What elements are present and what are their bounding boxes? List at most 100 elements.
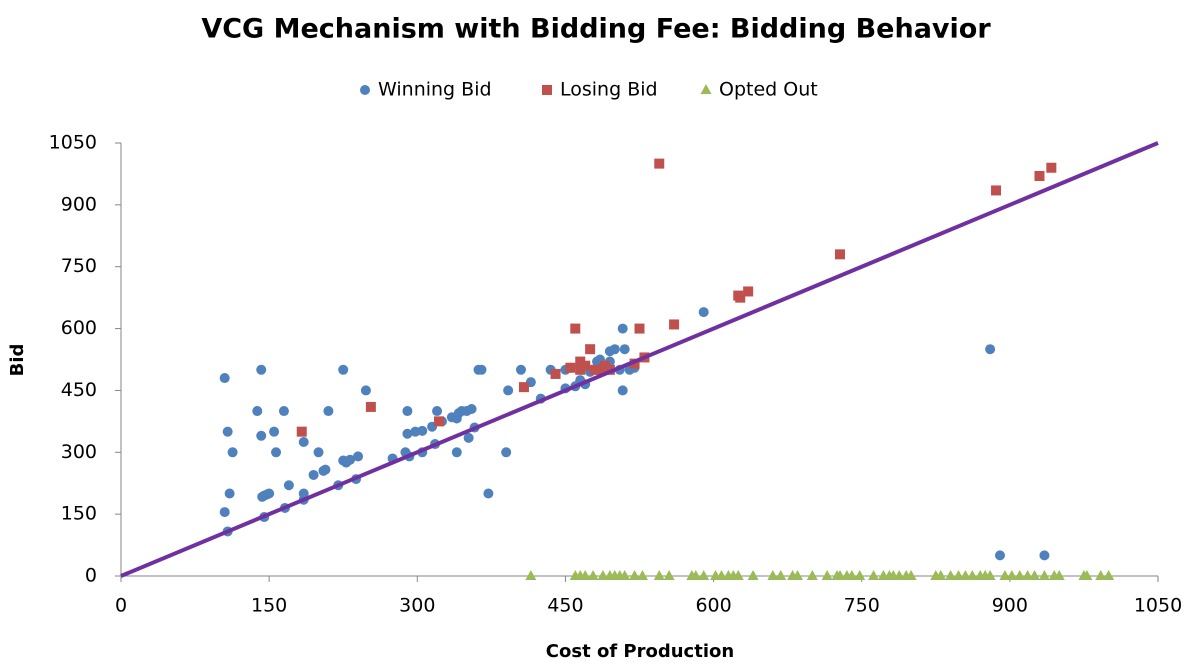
point bbox=[264, 488, 275, 499]
point bbox=[1014, 570, 1026, 580]
point bbox=[518, 382, 529, 393]
point bbox=[451, 447, 462, 458]
point bbox=[834, 570, 846, 580]
point bbox=[690, 570, 702, 580]
point bbox=[991, 185, 1002, 196]
point bbox=[747, 570, 759, 580]
y-tick-label: 1050 bbox=[49, 132, 97, 154]
point bbox=[1095, 570, 1107, 580]
point bbox=[966, 570, 978, 580]
point bbox=[1038, 570, 1050, 580]
legend-marker bbox=[542, 85, 552, 95]
point bbox=[463, 432, 474, 443]
point bbox=[256, 364, 267, 375]
point bbox=[365, 401, 376, 412]
point bbox=[224, 488, 235, 499]
point bbox=[953, 570, 965, 580]
legend-marker bbox=[700, 84, 712, 94]
point bbox=[617, 323, 628, 334]
legend-marker bbox=[360, 85, 370, 95]
point bbox=[313, 447, 324, 458]
point bbox=[550, 368, 561, 379]
x-tick-label: 600 bbox=[695, 595, 731, 617]
point bbox=[503, 385, 514, 396]
x-tick-label: 450 bbox=[547, 595, 583, 617]
point bbox=[767, 570, 779, 580]
point bbox=[338, 364, 349, 375]
point bbox=[579, 570, 591, 580]
point bbox=[219, 507, 230, 518]
legend-label: Losing Bid bbox=[560, 79, 658, 101]
point bbox=[483, 488, 494, 499]
point bbox=[854, 570, 866, 580]
point bbox=[345, 454, 356, 465]
point bbox=[308, 469, 319, 480]
point bbox=[743, 286, 754, 297]
point bbox=[821, 570, 833, 580]
point bbox=[846, 570, 858, 580]
point bbox=[1103, 570, 1115, 580]
x-tick-label: 300 bbox=[399, 595, 435, 617]
point bbox=[296, 426, 307, 437]
point bbox=[278, 406, 289, 417]
point bbox=[994, 550, 1005, 561]
point bbox=[298, 436, 309, 447]
point bbox=[269, 426, 280, 437]
point bbox=[1039, 550, 1050, 561]
x-tick-label: 750 bbox=[844, 595, 880, 617]
reference-line bbox=[120, 141, 1159, 578]
point bbox=[402, 406, 413, 417]
point bbox=[945, 570, 957, 580]
point bbox=[565, 362, 576, 373]
point bbox=[580, 360, 591, 371]
point bbox=[775, 570, 787, 580]
point bbox=[619, 570, 631, 580]
point bbox=[999, 570, 1011, 580]
point bbox=[905, 570, 917, 580]
point bbox=[732, 570, 744, 580]
legend-label: Opted Out bbox=[719, 79, 818, 101]
y-tick-label: 900 bbox=[61, 193, 97, 215]
point bbox=[959, 570, 971, 580]
point bbox=[466, 403, 477, 414]
point bbox=[1034, 170, 1045, 181]
point bbox=[985, 344, 996, 355]
point bbox=[1046, 162, 1057, 173]
x-axis-label: Cost of Production bbox=[546, 641, 734, 662]
point bbox=[434, 416, 445, 427]
point bbox=[1081, 570, 1093, 580]
chart-title: VCG Mechanism with Bidding Fee: Bidding … bbox=[201, 14, 991, 45]
point bbox=[597, 570, 609, 580]
point bbox=[698, 307, 709, 318]
x-tick-label: 900 bbox=[992, 595, 1028, 617]
point bbox=[585, 344, 596, 355]
point bbox=[501, 447, 512, 458]
point bbox=[984, 570, 996, 580]
point bbox=[715, 570, 727, 580]
point bbox=[283, 480, 294, 491]
point bbox=[570, 323, 581, 334]
point bbox=[619, 344, 630, 355]
point bbox=[271, 447, 282, 458]
point bbox=[617, 385, 628, 396]
point bbox=[698, 570, 710, 580]
legend-label: Winning Bid bbox=[378, 79, 492, 101]
point bbox=[525, 570, 537, 580]
y-axis-label: Bid bbox=[7, 344, 28, 377]
point bbox=[252, 406, 263, 417]
x-tick-label: 0 bbox=[115, 595, 127, 617]
point bbox=[1006, 570, 1018, 580]
point bbox=[1029, 570, 1041, 580]
point bbox=[935, 570, 947, 580]
point bbox=[669, 319, 680, 330]
x-tick-label: 1050 bbox=[1134, 595, 1182, 617]
y-tick-label: 300 bbox=[61, 441, 97, 463]
point bbox=[629, 570, 641, 580]
point bbox=[360, 385, 371, 396]
point bbox=[219, 373, 230, 384]
point bbox=[806, 570, 818, 580]
point bbox=[353, 451, 364, 462]
y-tick-label: 450 bbox=[61, 379, 97, 401]
point bbox=[476, 364, 487, 375]
